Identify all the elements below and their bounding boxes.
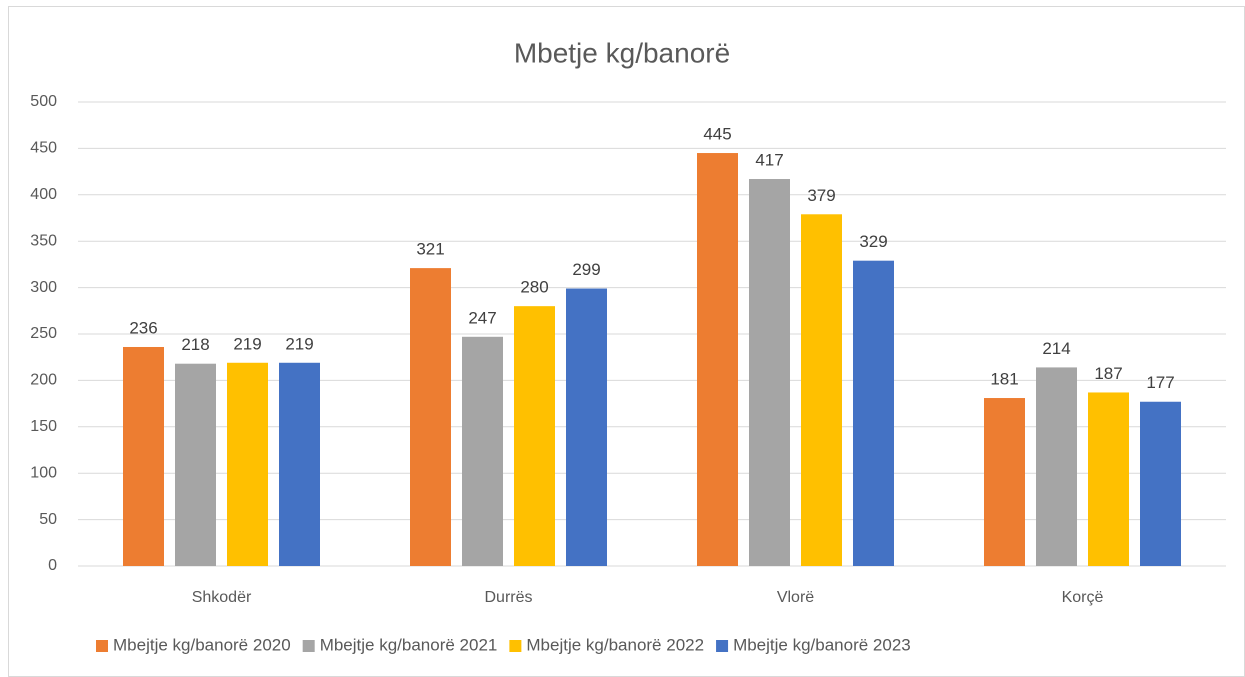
data-label: 236: [129, 318, 157, 337]
legend-label: Mbejtje kg/banorë 2022: [526, 635, 704, 654]
data-label: 187: [1094, 364, 1122, 383]
bar: [853, 260, 894, 566]
y-tick-label: 0: [48, 557, 57, 574]
bar: [410, 268, 451, 566]
bar: [566, 288, 607, 566]
bar: [1088, 392, 1129, 566]
data-label: 417: [755, 151, 783, 170]
bar: [1036, 367, 1077, 566]
bar: [697, 153, 738, 567]
x-tick-label: Vlorë: [777, 589, 814, 606]
chart-title: Mbetje kg/banorë: [514, 37, 730, 68]
y-tick-label: 400: [30, 186, 57, 203]
data-label: 280: [520, 278, 548, 297]
data-label: 299: [572, 260, 600, 279]
x-tick-label: Shkodër: [192, 589, 252, 606]
y-tick-label: 150: [30, 418, 57, 435]
y-tick-label: 500: [30, 93, 57, 110]
data-label: 379: [807, 186, 835, 205]
y-tick-label: 250: [30, 325, 57, 342]
y-tick-label: 450: [30, 140, 57, 157]
bar: [801, 214, 842, 566]
data-label: 218: [181, 335, 209, 354]
data-label: 177: [1146, 373, 1174, 392]
legend-swatch: [96, 640, 108, 652]
bar: [749, 179, 790, 567]
data-label: 219: [233, 334, 261, 353]
data-label: 219: [285, 334, 313, 353]
legend-swatch: [302, 640, 315, 652]
bar: [462, 336, 503, 566]
x-tick-label: Durrës: [484, 589, 532, 606]
y-tick-label: 300: [30, 279, 57, 296]
bar: [123, 346, 164, 566]
bar: [1140, 401, 1181, 566]
bar: [227, 362, 268, 566]
legend-label: Mbejtje kg/banorë 2021: [320, 635, 498, 654]
data-label: 214: [1042, 339, 1070, 358]
bar: [984, 398, 1025, 566]
data-label: 181: [990, 370, 1018, 389]
data-label: 445: [703, 125, 731, 144]
y-tick-label: 350: [30, 232, 57, 249]
bar: [279, 362, 320, 566]
data-label: 247: [468, 308, 496, 327]
legend-swatch: [716, 640, 729, 652]
bar: [175, 363, 216, 566]
legend-label: Mbejtje kg/banorë 2023: [733, 635, 911, 654]
y-tick-label: 50: [39, 511, 57, 528]
y-tick-label: 100: [30, 464, 57, 481]
bar: [514, 306, 555, 566]
y-tick-label: 200: [30, 372, 57, 389]
legend-swatch: [509, 640, 522, 652]
legend-label: Mbejtje kg/banorë 2020: [113, 635, 291, 654]
x-tick-label: Korçë: [1062, 589, 1104, 606]
data-label: 321: [416, 240, 444, 259]
data-label: 329: [859, 232, 887, 251]
